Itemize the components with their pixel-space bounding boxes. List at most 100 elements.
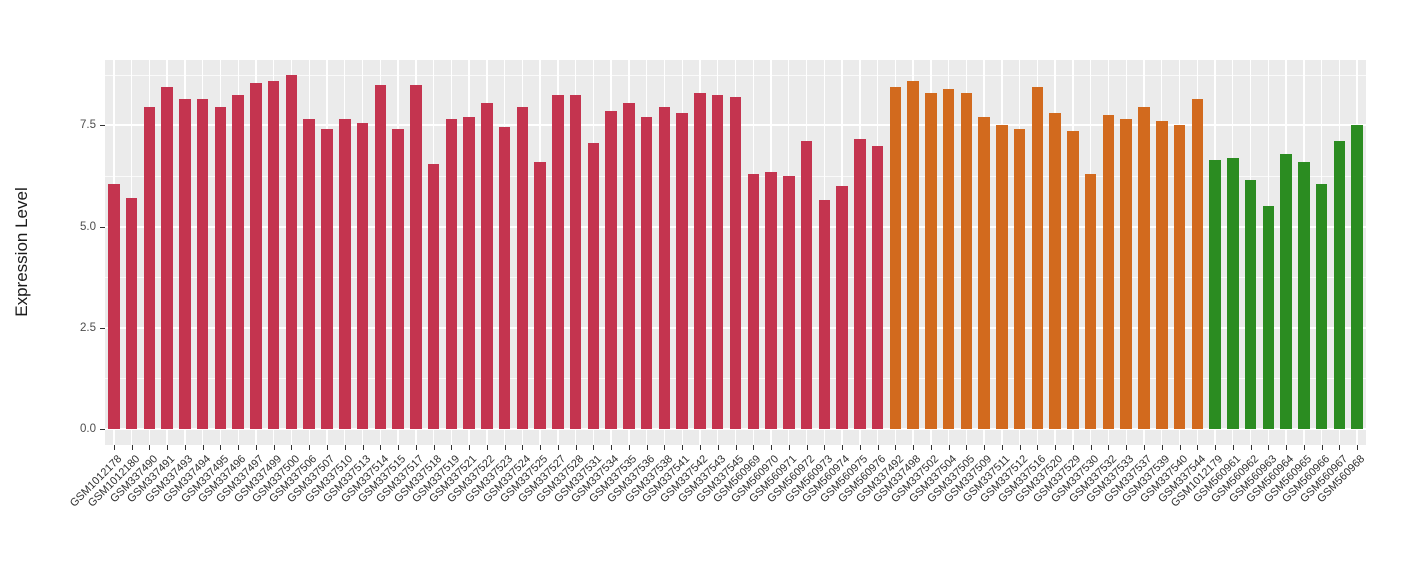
x-tick-mark (913, 445, 915, 450)
bar (498, 127, 511, 429)
x-tick-mark (202, 445, 204, 450)
bar (1244, 179, 1257, 429)
bar (374, 84, 387, 429)
x-tick-mark (984, 445, 986, 450)
x-tick-mark (1019, 445, 1021, 450)
bar (925, 92, 937, 429)
x-tick-mark (930, 445, 932, 450)
bar (836, 186, 848, 429)
bar (1013, 129, 1026, 429)
bar (871, 145, 884, 429)
bar (463, 117, 475, 429)
bar (321, 129, 333, 429)
x-tick-mark (1108, 445, 1110, 450)
bar (587, 143, 600, 429)
x-tick-mark (1090, 445, 1092, 450)
bar (143, 107, 156, 429)
x-tick-mark (877, 445, 879, 450)
x-tick-mark (1179, 445, 1181, 450)
bar (747, 173, 759, 429)
bar (854, 139, 866, 429)
y-tick-label: 7.5 (80, 119, 96, 132)
x-tick-mark (291, 445, 293, 450)
x-tick-mark (344, 445, 346, 450)
bar (676, 113, 688, 429)
bar (1298, 161, 1310, 429)
x-tick-mark (842, 445, 844, 450)
x-tick-mark (398, 445, 400, 450)
bar (534, 161, 546, 429)
y-tick-label: 5.0 (80, 220, 96, 233)
bar (1067, 131, 1079, 429)
bar (889, 86, 902, 429)
x-tick-mark (184, 445, 186, 450)
bar (658, 107, 671, 429)
x-tick-mark (753, 445, 755, 450)
bar (1031, 86, 1044, 429)
x-tick-mark (1143, 445, 1145, 450)
bar (605, 111, 617, 429)
x-tick-mark (806, 445, 808, 450)
bar (907, 80, 919, 429)
y-tick-mark (100, 226, 105, 228)
bar (108, 183, 120, 429)
x-tick-mark (966, 445, 968, 450)
bar (1173, 125, 1186, 429)
x-tick-mark (1072, 445, 1074, 450)
x-tick-mark (1055, 445, 1057, 450)
bar (1209, 159, 1221, 429)
x-tick-mark (220, 445, 222, 450)
x-tick-mark (735, 445, 737, 450)
x-tick-mark (646, 445, 648, 450)
bar (250, 82, 262, 429)
x-tick-mark (717, 445, 719, 450)
bar (339, 119, 351, 429)
x-tick-mark (611, 445, 613, 450)
x-tick-mark (486, 445, 488, 450)
bar (179, 98, 191, 429)
bar (711, 94, 724, 429)
x-tick-mark (380, 445, 382, 450)
plot-panel (105, 60, 1366, 445)
bar (1138, 107, 1150, 429)
bar (552, 94, 564, 429)
x-tick-mark (433, 445, 435, 450)
bar (800, 141, 813, 429)
x-tick-mark (469, 445, 471, 450)
x-tick-mark (1286, 445, 1288, 450)
x-tick-mark (895, 445, 897, 450)
x-tick-mark (451, 445, 453, 450)
bar (267, 80, 280, 429)
x-tick-mark (149, 445, 151, 450)
x-tick-mark (255, 445, 257, 450)
x-tick-mark (1357, 445, 1359, 450)
x-tick-mark (682, 445, 684, 450)
bar (232, 94, 244, 429)
bar (356, 123, 369, 429)
x-tick-mark (309, 445, 311, 450)
bar (161, 86, 173, 429)
bar (285, 74, 298, 429)
x-tick-mark (859, 445, 861, 450)
x-tick-mark (1161, 445, 1163, 450)
x-tick-mark (1001, 445, 1003, 450)
x-tick-mark (113, 445, 115, 450)
bar (569, 94, 582, 429)
bar (516, 107, 529, 429)
bar (1333, 141, 1346, 429)
bar (410, 84, 422, 429)
bar (1280, 153, 1292, 429)
x-tick-mark (1339, 445, 1341, 450)
bar (392, 129, 404, 429)
bar (427, 163, 440, 429)
x-tick-mark (504, 445, 506, 450)
bar (196, 98, 209, 429)
x-tick-mark (167, 445, 169, 450)
bar (481, 102, 493, 429)
x-tick-mark (948, 445, 950, 450)
bar (783, 175, 795, 429)
x-tick-mark (327, 445, 328, 450)
x-tick-mark (415, 445, 417, 450)
bar (1315, 183, 1328, 429)
bar (978, 117, 990, 429)
